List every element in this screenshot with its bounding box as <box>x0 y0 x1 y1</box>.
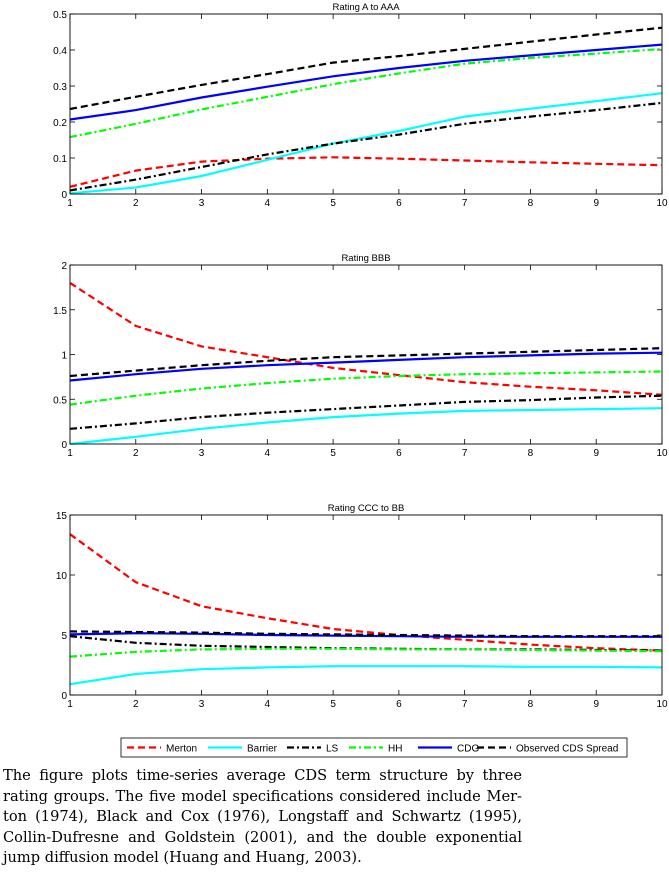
legend-label: CDG <box>457 744 479 755</box>
figure-caption: The figure plots time-series average CDS… <box>3 766 522 869</box>
panel-1: Rating A to AAA 1 2 3 4 5 6 7 8 9 10 0 0.1 0.2 0.3 0.4 0… <box>53 2 668 209</box>
x-tick-label: 9 <box>593 198 599 209</box>
y-tick-label: 15 <box>56 511 68 522</box>
y-tick-label: 0 <box>61 190 67 201</box>
series-line-barrier <box>69 665 663 686</box>
panel-2: Rating BBB 1 2 3 4 5 6 7 8 9 10 0 0.5 1 1.5 2 <box>53 253 668 459</box>
series-line-hh <box>69 47 663 139</box>
x-tick-label: 10 <box>656 448 668 459</box>
y-tick-label: 2 <box>61 261 67 272</box>
x-tick-label: 2 <box>133 448 139 459</box>
x-tick-label: 7 <box>462 448 468 459</box>
x-tick-label: 7 <box>462 699 468 710</box>
legend-label: LS <box>326 744 339 755</box>
x-tick-label: 6 <box>396 198 402 209</box>
x-tick-label: 2 <box>133 198 139 209</box>
x-tick-label: 5 <box>330 699 336 710</box>
x-tick-label: 3 <box>199 198 205 209</box>
caption-line: ton (1974), Black and Cox (1976), Longst… <box>3 808 522 826</box>
x-tick-label: 4 <box>265 198 271 209</box>
series-line-cdg <box>69 43 663 121</box>
series-line-ls <box>69 101 663 192</box>
axes-box <box>69 514 663 696</box>
y-tick-label: 0 <box>61 440 67 451</box>
series-line-barrier <box>69 407 663 446</box>
panel-title: Rating CCC to BB <box>328 503 405 514</box>
x-tick-label: 4 <box>265 699 271 710</box>
series-line-merton <box>69 156 663 188</box>
legend: Merton Barrier LS HH CDG Observed CDS Spread <box>120 737 628 758</box>
x-tick-label: 7 <box>462 198 468 209</box>
y-tick-label: 0 <box>61 691 67 702</box>
y-tick-label: 0.1 <box>53 154 67 165</box>
series-line-cdg <box>69 351 663 382</box>
y-tick-label: 5 <box>61 631 67 642</box>
x-tick-label: 9 <box>593 699 599 710</box>
caption-line: jump diffusion model (Huang and Huang, 2… <box>3 849 362 867</box>
x-tick-label: 2 <box>133 699 139 710</box>
legend-label: Barrier <box>247 744 278 755</box>
y-tick-label: 1.5 <box>53 306 67 317</box>
x-tick-label: 5 <box>330 198 336 209</box>
y-tick-label: 0.2 <box>53 118 67 129</box>
legend-label: HH <box>388 744 402 755</box>
panel-title: Rating A to AAA <box>332 2 400 13</box>
x-tick-label: 10 <box>656 699 668 710</box>
legend-label: Merton <box>166 744 197 755</box>
y-tick-label: 1 <box>61 351 67 362</box>
y-tick-label: 10 <box>56 571 68 582</box>
x-tick-label: 10 <box>656 198 668 209</box>
axes-box <box>69 13 663 195</box>
series-line-merton <box>69 281 663 396</box>
x-tick-label: 5 <box>330 448 336 459</box>
x-tick-label: 3 <box>199 699 205 710</box>
y-tick-label: 0.5 <box>53 10 67 21</box>
panel-3: Rating CCC to BB 1 2 3 4 5 6 7 8 9 10 0 5 10 15 <box>56 503 668 710</box>
series-line-barrier <box>69 92 663 195</box>
axes-box <box>69 264 663 445</box>
x-tick-label: 1 <box>67 699 73 710</box>
x-tick-label: 1 <box>67 198 73 209</box>
series-line-ls <box>69 394 663 430</box>
panel-title: Rating BBB <box>341 253 390 264</box>
y-tick-label: 0.5 <box>53 395 67 406</box>
legend-label: Observed CDS Spread <box>516 744 618 755</box>
x-tick-label: 8 <box>528 699 534 710</box>
x-tick-label: 9 <box>593 448 599 459</box>
series-line-hh <box>69 647 663 658</box>
series-line-cdg <box>69 632 662 638</box>
y-tick-label: 0.3 <box>53 82 67 93</box>
x-tick-label: 3 <box>199 448 205 459</box>
x-tick-label: 6 <box>396 699 402 710</box>
series-line-observed-cds-spread <box>69 26 663 111</box>
x-tick-label: 8 <box>528 448 534 459</box>
caption-line: rating groups. The five model specificat… <box>3 787 522 805</box>
x-tick-label: 4 <box>265 448 271 459</box>
caption-line: Collin-Dufresne and Goldstein (2001), an… <box>3 828 522 846</box>
caption-line: The figure plots time-series average CDS… <box>3 767 522 784</box>
series-line-merton <box>69 533 663 652</box>
series-line-observed-cds-spread <box>69 347 663 378</box>
x-tick-label: 8 <box>528 198 534 209</box>
x-tick-label: 1 <box>67 448 73 459</box>
y-tick-label: 0.4 <box>53 46 67 57</box>
x-tick-label: 6 <box>396 448 402 459</box>
